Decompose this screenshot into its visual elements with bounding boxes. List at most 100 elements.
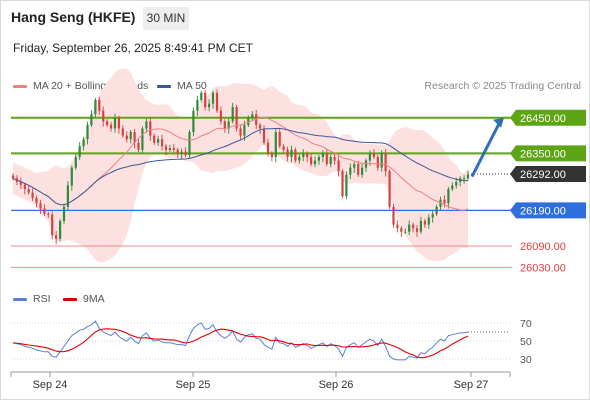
candle-body: [270, 153, 273, 157]
candle-body: [306, 153, 309, 157]
candle-body: [94, 100, 97, 115]
rsi-tick-label: 70: [520, 318, 532, 330]
candle-body: [435, 206, 438, 214]
candle-body: [161, 139, 164, 147]
level-tag-support: 26030.00: [520, 262, 566, 274]
level-tag-support: 26090.00: [520, 241, 566, 253]
candle-body: [141, 128, 144, 150]
candle-body: [368, 153, 371, 161]
candle-body: [321, 153, 324, 157]
level-tag-resistance-bg: [510, 109, 586, 126]
candle-body: [98, 100, 101, 111]
candle-body: [235, 107, 238, 129]
candle-body: [259, 124, 262, 129]
candle-body: [415, 228, 419, 232]
candle-body: [43, 208, 46, 214]
candle-body: [310, 157, 313, 165]
candle-body: [176, 149, 179, 154]
candle-body: [86, 124, 89, 140]
candle-body: [317, 157, 320, 161]
candle-body: [47, 213, 50, 215]
candle-body: [133, 132, 136, 143]
candle-body: [117, 117, 120, 129]
candle-body: [164, 146, 168, 150]
candle-body: [290, 149, 293, 157]
rsi-panel: 70 50 30: [11, 318, 532, 366]
candle-body: [396, 224, 399, 229]
candles: [11, 89, 470, 245]
candle-body: [239, 128, 242, 136]
candle-body: [392, 206, 395, 225]
level-tag-last: 26292.00: [520, 169, 566, 181]
time-axis-label: Sep 27: [454, 379, 489, 391]
candle-body: [121, 128, 124, 136]
timestamp: Friday, September 26, 2025 8:49:41 PM CE…: [13, 41, 253, 55]
candle-body: [102, 110, 105, 122]
candle-body: [380, 153, 383, 168]
level-tags: 26450.00 26350.00 26292.00 26190.00 26090.00…: [510, 109, 586, 274]
forecast-arrow-shaft: [470, 121, 502, 178]
candle-body: [125, 135, 128, 140]
interval-badge[interactable]: 30 MIN: [143, 7, 189, 30]
candle-body: [298, 157, 301, 161]
candle-body: [59, 221, 62, 239]
candle-body: [192, 110, 195, 133]
candle-body: [180, 151, 183, 154]
candle-body: [90, 114, 93, 125]
candle-body: [384, 153, 387, 172]
candle-body: [361, 167, 364, 175]
candle-body: [325, 153, 328, 165]
bollinger-bands: [13, 68, 468, 263]
legend-ma50-label: MA 50: [177, 80, 207, 92]
candle-body: [62, 206, 66, 221]
candle-body: [388, 171, 391, 207]
forecast-arrow-head: [493, 117, 504, 128]
candle-body: [357, 164, 360, 175]
candle-body: [31, 192, 34, 198]
candle-body: [137, 142, 140, 150]
chart-title: Hang Seng (HKFE): [11, 9, 136, 25]
legend-9ma-label: 9MA: [83, 293, 105, 305]
candle-body: [19, 181, 22, 185]
candle-body: [451, 185, 454, 189]
candle-body: [251, 114, 254, 118]
candle-body: [23, 184, 26, 189]
level-tag-resistance: 26350.00: [520, 148, 566, 160]
candle-body: [70, 167, 73, 186]
candle-body: [278, 132, 281, 147]
candle-body: [188, 132, 191, 156]
legend-rsi-label: RSI: [33, 293, 51, 305]
candle-body: [337, 160, 340, 172]
candle-body: [243, 124, 246, 136]
candle-body: [74, 157, 77, 168]
candle-body: [208, 103, 211, 108]
candle-body: [231, 107, 234, 122]
candle-body: [196, 100, 199, 111]
candle-body: [200, 92, 203, 100]
candle-body: [168, 148, 171, 150]
candle-body: [443, 199, 446, 204]
candle-body: [106, 121, 109, 125]
candle-body: [262, 128, 266, 143]
legend-rsi: RSI: [13, 293, 51, 305]
candle-body: [35, 197, 38, 204]
candle-body: [286, 149, 289, 157]
level-tag-pivot: 26190.00: [520, 205, 566, 217]
rsi-tick-label: 30: [520, 354, 532, 366]
level-tag-resistance-bg: [510, 145, 586, 162]
candle-body: [345, 174, 348, 197]
candle-body: [215, 92, 219, 111]
candle-body: [466, 174, 470, 179]
candle-body: [372, 153, 375, 157]
candle-body: [39, 203, 42, 209]
rsi-tick-label: 50: [520, 336, 532, 348]
legend-bollinger-swatch: [13, 84, 27, 88]
candle-body: [11, 175, 15, 179]
bollinger-band-area: [13, 68, 468, 263]
candle-body: [55, 235, 58, 239]
candle-body: [255, 114, 258, 125]
candle-body: [153, 135, 156, 143]
level-tag-pivot-bg: [510, 202, 586, 219]
level-tag-resistance: 26450.00: [520, 113, 566, 125]
candle-body: [431, 213, 434, 218]
